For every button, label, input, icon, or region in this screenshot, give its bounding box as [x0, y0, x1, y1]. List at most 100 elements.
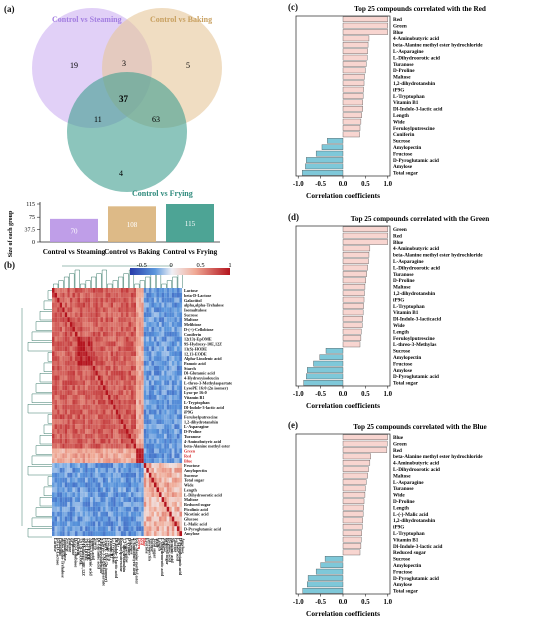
- heatmap-cell: [57, 307, 60, 313]
- heatmap-cell: [72, 414, 75, 420]
- heatmap-cell: [113, 336, 116, 342]
- heatmap-cell: [105, 521, 109, 527]
- heatmap-cell: [67, 394, 70, 400]
- heatmap-cell: [102, 467, 106, 473]
- heatmap-cell: [118, 380, 121, 386]
- heatmap-cell: [153, 433, 157, 439]
- heatmap-cell: [74, 448, 78, 454]
- heatmap-cell: [153, 467, 157, 473]
- heatmap-cell: [62, 404, 65, 410]
- heatmap-cell: [179, 448, 183, 454]
- heatmap-cell: [146, 453, 149, 459]
- heatmap-cell: [174, 399, 177, 405]
- heatmap-cell: [153, 419, 157, 425]
- heatmap-cell: [87, 492, 91, 498]
- heatmap-cell: [118, 531, 121, 537]
- heatmap-cell: [77, 429, 81, 434]
- heatmap-cell: [97, 438, 101, 444]
- corr-bar: [315, 568, 344, 575]
- heatmap-cell: [102, 501, 106, 507]
- heatmap-row-label: LysoPE 16:0 (2n isomer): [184, 385, 228, 390]
- heatmap-cell: [57, 336, 60, 342]
- heatmap-cell: [118, 492, 121, 498]
- corr-bar-label: Amylose: [393, 164, 413, 170]
- heatmap-cell: [128, 326, 132, 332]
- heatmap-cell: [69, 482, 73, 488]
- heatmap-cell: [72, 385, 75, 391]
- heatmap-cell: [166, 501, 170, 507]
- heatmap-cell: [52, 458, 55, 464]
- heatmap-cell: [115, 390, 119, 396]
- heatmap-cell: [72, 375, 75, 381]
- heatmap-cell: [115, 346, 119, 352]
- heatmap-cell: [176, 356, 180, 361]
- heatmap-cell: [97, 385, 101, 391]
- heatmap-cell: [161, 390, 165, 396]
- heatmap-cell: [141, 302, 144, 308]
- heatmap-cell: [80, 346, 83, 352]
- heatmap-cell: [164, 526, 167, 532]
- heatmap-cell: [69, 336, 73, 342]
- heatmap-cell: [74, 477, 78, 483]
- heatmap-cell: [115, 312, 119, 318]
- heatmap-cell: [97, 375, 101, 381]
- heatmap-cell: [138, 297, 142, 303]
- heatmap-cell: [108, 516, 111, 522]
- heatmap-cell: [125, 472, 129, 478]
- heatmap-cell: [90, 322, 93, 327]
- heatmap-cell: [108, 346, 111, 352]
- heatmap-cell: [153, 487, 157, 493]
- heatmap-cell: [123, 331, 126, 337]
- heatmap-cell: [133, 399, 137, 405]
- group-size-bar-label: Control vs Baking: [104, 248, 160, 256]
- heatmap-cell: [125, 394, 129, 400]
- heatmap-cell: [95, 472, 98, 478]
- heatmap-cell: [159, 404, 162, 410]
- heatmap-cell: [102, 433, 106, 439]
- heatmap-cell: [92, 385, 96, 391]
- heatmap-cell: [95, 351, 98, 357]
- heatmap-cell: [123, 297, 126, 303]
- heatmap-cell: [67, 516, 70, 522]
- heatmap-cell: [143, 331, 147, 337]
- heatmap-cell: [97, 429, 101, 434]
- corr-bar-label: Total sugar: [393, 381, 419, 387]
- heatmap-cell: [113, 390, 116, 396]
- heatmap-cell: [164, 322, 167, 327]
- heatmap-cell: [148, 341, 152, 347]
- heatmap-cell: [136, 356, 139, 361]
- heatmap-cell: [59, 482, 63, 488]
- heatmap-cell: [108, 322, 111, 327]
- heatmap-col-label: 1,2-dihydrotanshin: [122, 538, 127, 573]
- heatmap-cell: [153, 448, 157, 454]
- heatmap-cell: [62, 453, 65, 459]
- heatmap-cell: [151, 390, 155, 396]
- heatmap-cell: [52, 351, 55, 357]
- heatmap-cell: [123, 356, 126, 361]
- heatmap-cell: [161, 288, 165, 293]
- heatmap-cell: [141, 438, 144, 444]
- heatmap-cell: [62, 390, 65, 396]
- heatmap-cell: [123, 409, 126, 415]
- heatmap-cell: [113, 438, 116, 444]
- heatmap-cell: [146, 516, 149, 522]
- heatmap-cell: [85, 526, 88, 532]
- heatmap-cell: [159, 443, 162, 449]
- heatmap-cell: [125, 531, 129, 537]
- heatmap-cell: [169, 443, 172, 449]
- heatmap-cell: [133, 404, 137, 410]
- heatmap-cell: [161, 511, 165, 517]
- heatmap-cell: [138, 399, 142, 405]
- heatmap-cell: [179, 322, 183, 327]
- heatmap-cell: [74, 351, 78, 357]
- heatmap-cell: [125, 317, 129, 323]
- heatmap-cell: [105, 458, 109, 464]
- heatmap-cell: [54, 467, 58, 473]
- venn-label-frying: Control vs Frying: [132, 189, 193, 198]
- heatmap-cell: [136, 341, 139, 347]
- heatmap-col-label: 4-Hydroxyisoleucin: [99, 538, 104, 573]
- heatmap-cell: [174, 433, 177, 439]
- corr-bar-label: Feruloylputrescine: [393, 126, 435, 132]
- heatmap-cell: [105, 302, 109, 308]
- heatmap-cell: [54, 429, 58, 434]
